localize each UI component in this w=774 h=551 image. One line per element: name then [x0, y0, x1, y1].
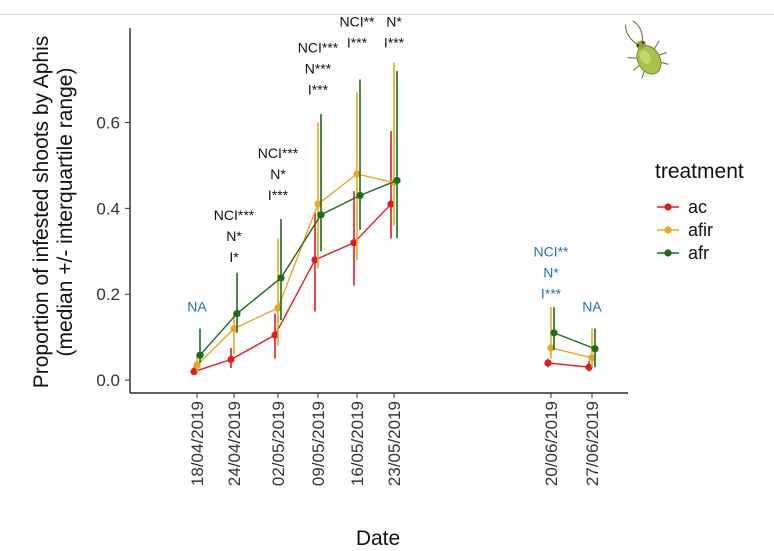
data-point-afr: [591, 345, 599, 353]
data-point-afir: [547, 344, 555, 352]
series-line-ac: [193, 203, 392, 373]
significance-label: N***: [305, 61, 332, 77]
x-tick-label: 18/04/2019: [188, 401, 207, 486]
x-tick-label: 23/05/2019: [385, 401, 404, 486]
x-tick-label: 09/05/2019: [309, 401, 328, 486]
legend-label: afir: [688, 220, 713, 240]
legend-keys: ac afir afr: [657, 197, 713, 263]
data-point-afir: [588, 354, 596, 362]
x-axis-title: Date: [356, 527, 400, 550]
data-point-ac: [585, 363, 593, 371]
significance-label: N*: [386, 13, 402, 29]
data-point-afir: [353, 170, 361, 178]
x-tick-label: 02/05/2019: [269, 401, 288, 486]
y-axis-title-line-1: Proportion of infested shoots by Aphis: [30, 36, 53, 389]
data-point-afr: [317, 211, 325, 219]
aphis-insect-icon: [625, 20, 669, 79]
data-point-ac: [544, 359, 552, 367]
legend-label: ac: [688, 197, 707, 217]
series-line-ac: [547, 362, 590, 368]
data-point-afr: [277, 274, 285, 282]
significance-label: I***: [308, 82, 329, 98]
significance-label: I***: [541, 286, 562, 302]
significance-label: NA: [582, 298, 602, 314]
significance-label: N*: [226, 228, 242, 244]
significance-label: NCI***: [214, 207, 255, 223]
data-point-afir: [230, 324, 238, 333]
data-point-afr: [356, 191, 364, 200]
significance-label: N*: [270, 166, 286, 182]
significance-label: NCI***: [298, 40, 339, 56]
x-tick-label: 16/05/2019: [348, 401, 367, 486]
significance-label: NCI**: [533, 244, 569, 260]
legend-title: treatment: [655, 160, 744, 183]
x-tick-label: 20/06/2019: [542, 401, 561, 486]
annotations: NA NCI*** N* I* NCI*** N* I*** NCI*** N*** I*** NC…: [187, 13, 602, 314]
data-point-afr: [233, 309, 241, 318]
data-point-afr: [196, 351, 204, 359]
y-axis-title: Proportion of infested shoots by Aphis (…: [30, 36, 77, 389]
data-point-ac: [190, 367, 198, 376]
y-tick-label: 0.0: [96, 371, 120, 390]
y-tick-label: 0.2: [96, 285, 120, 304]
x-tick-label: 27/06/2019: [583, 401, 602, 486]
significance-label: NCI***: [258, 145, 299, 161]
series-afr: [196, 70, 599, 368]
series-afir: [193, 62, 596, 372]
significance-label: I***: [384, 34, 405, 50]
top-divider: [0, 14, 774, 15]
series-line-afr: [553, 332, 596, 350]
data-point-afr: [550, 329, 558, 337]
data-point-ac: [350, 239, 358, 247]
significance-label: NCI**: [339, 13, 375, 29]
legend: treatment ac afir afr: [655, 160, 744, 263]
y-axis-title-line-2: (median +/- interquartile range): [54, 68, 77, 357]
y-ticks: 0.0 0.2 0.4 0.6: [96, 113, 130, 390]
legend-key-point: [664, 226, 672, 234]
significance-label: N*: [543, 265, 559, 281]
x-tick-label: 24/04/2019: [225, 401, 244, 486]
series-line-afir: [196, 173, 395, 366]
data-point-ac: [227, 355, 235, 364]
x-ticks: 18/04/2019 24/04/2019 02/05/2019 09/05/2019…: [188, 393, 602, 486]
series-line-afir: [550, 347, 593, 359]
data-point-afir: [314, 200, 322, 208]
data-point-afr: [393, 176, 401, 185]
series-line-afr: [199, 179, 398, 356]
data-point-afir: [193, 361, 201, 369]
legend-key-point: [664, 249, 672, 257]
data-point-ac: [387, 200, 395, 208]
data-point-afir: [274, 304, 282, 312]
significance-label: I***: [268, 187, 289, 203]
series-ac: [190, 131, 593, 376]
y-tick-label: 0.6: [96, 113, 120, 132]
data-point-ac: [271, 331, 279, 339]
legend-label: afr: [688, 243, 709, 263]
series-layer: [190, 62, 599, 376]
significance-label: I***: [347, 34, 368, 50]
y-tick-label: 0.4: [96, 199, 120, 218]
significance-label: I*: [229, 249, 239, 265]
significance-label: NA: [187, 298, 207, 314]
legend-key-point: [664, 203, 672, 211]
data-point-ac: [311, 256, 319, 264]
